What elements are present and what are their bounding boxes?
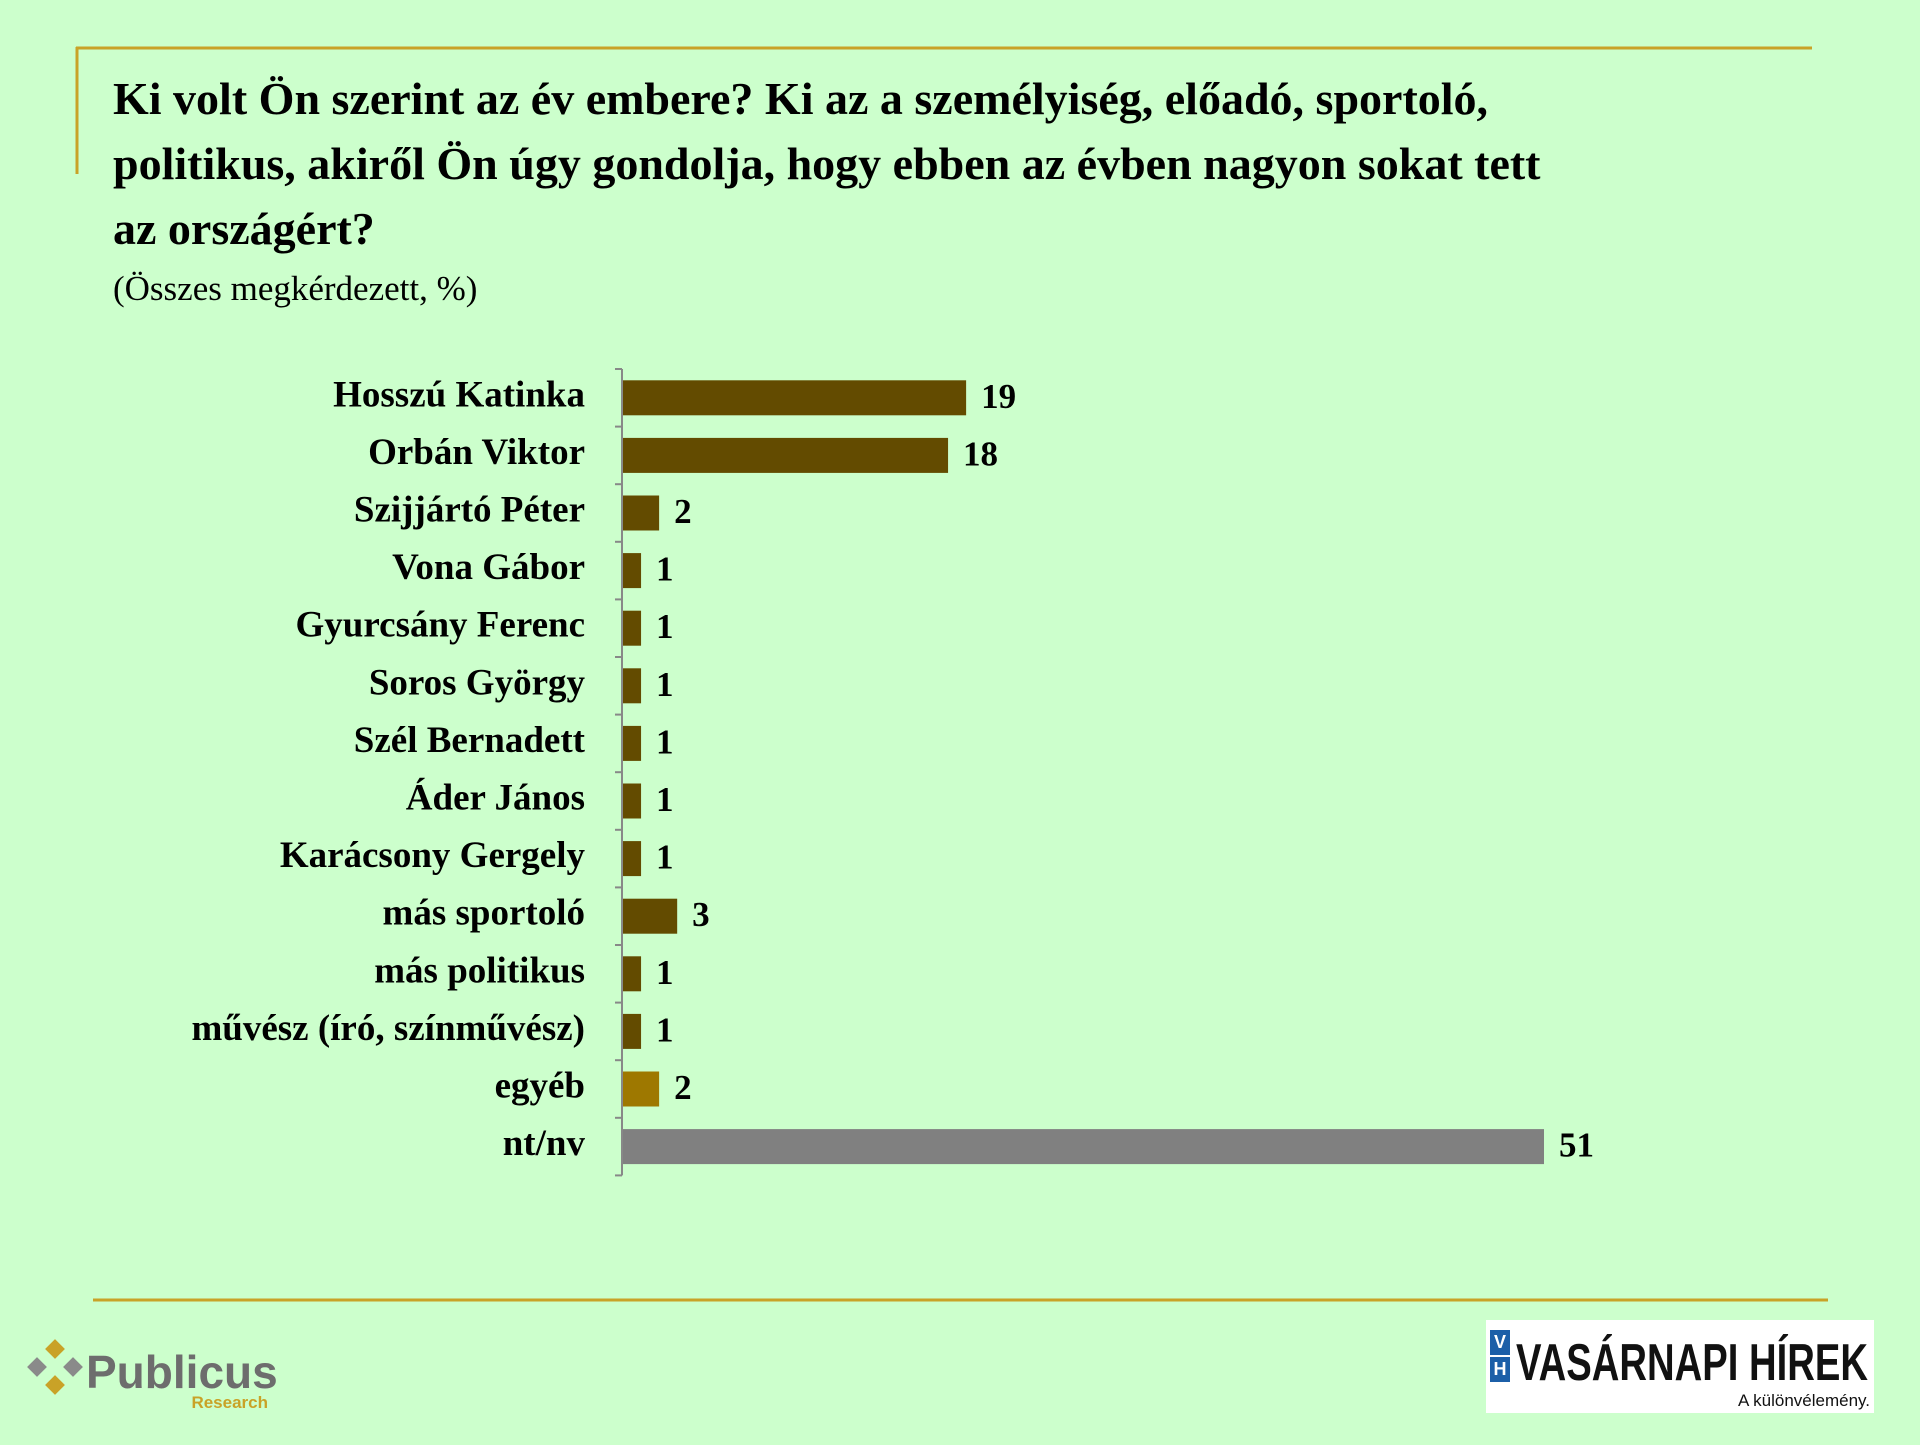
bar: [623, 841, 642, 877]
vasarnapi-logo: V H VASÁRNAPI HÍREK A különvélemény.: [1486, 1320, 1874, 1413]
value-label: 1: [656, 607, 674, 646]
logo-square: [27, 1357, 47, 1377]
bar: [623, 956, 642, 992]
value-label: 51: [1559, 1126, 1594, 1165]
category-label: Karácsony Gergely: [280, 835, 586, 876]
logo-square: [45, 1339, 65, 1359]
bar: [623, 898, 678, 934]
bar: [623, 783, 642, 819]
value-label: 1: [656, 1010, 674, 1049]
category-label: Orbán Viktor: [368, 432, 585, 473]
category-label: más sportoló: [383, 893, 585, 934]
logo-tagline: A különvélemény.: [1738, 1391, 1870, 1410]
value-label: 1: [656, 665, 674, 704]
bar: [623, 725, 642, 761]
bar: [623, 495, 660, 531]
value-label: 1: [656, 953, 674, 992]
bar: [623, 610, 642, 646]
value-label: 1: [656, 722, 674, 761]
bar: [623, 380, 967, 416]
value-label: 1: [656, 838, 674, 877]
chart-title: politikus, akiről Ön úgy gondolja, hogy …: [113, 138, 1541, 189]
category-label: Vona Gábor: [392, 547, 585, 588]
chart-subtitle: (Összes megkérdezett, %): [113, 269, 477, 308]
logo-text: Publicus: [86, 1346, 278, 1398]
publicus-logo: Publicus Research: [27, 1339, 278, 1412]
category-label: egyéb: [495, 1065, 585, 1106]
category-label: Szél Bernadett: [354, 720, 586, 761]
value-label: 1: [656, 550, 674, 589]
logo-subtext: Research: [191, 1393, 268, 1412]
logo-mark-text: H: [1494, 1359, 1507, 1379]
value-label: 2: [674, 492, 692, 531]
value-label: 19: [981, 377, 1016, 416]
chart-title: az országért?: [113, 203, 375, 254]
category-label: Gyurcsány Ferenc: [296, 605, 585, 646]
bar: [623, 1129, 1544, 1165]
logo-square: [45, 1375, 65, 1395]
category-label: Áder János: [406, 776, 585, 818]
category-label: Soros György: [369, 662, 586, 703]
category-label: más politikus: [374, 950, 585, 991]
bar: [623, 553, 642, 589]
bar: [623, 437, 949, 473]
bar: [623, 1013, 642, 1049]
category-label: Hosszú Katinka: [333, 374, 585, 415]
value-label: 18: [963, 434, 998, 473]
logo-square: [63, 1357, 83, 1377]
chart-title: Ki volt Ön szerint az év embere? Ki az a…: [113, 73, 1488, 124]
value-label: 1: [656, 780, 674, 819]
value-label: 2: [674, 1068, 692, 1107]
logo-mark-text: V: [1494, 1332, 1506, 1352]
bar: [623, 1071, 660, 1107]
logo-box: [1486, 1320, 1874, 1413]
category-label: nt/nv: [503, 1123, 586, 1164]
logo-text: VASÁRNAPI HÍREK: [1516, 1334, 1868, 1392]
logo-mark: [1490, 1330, 1510, 1355]
bar: [623, 668, 642, 704]
value-label: 3: [692, 895, 710, 934]
category-label: Szijjártó Péter: [354, 489, 585, 530]
category-label: művész (író, színművész): [191, 1008, 585, 1049]
logo-mark: [1490, 1357, 1510, 1382]
